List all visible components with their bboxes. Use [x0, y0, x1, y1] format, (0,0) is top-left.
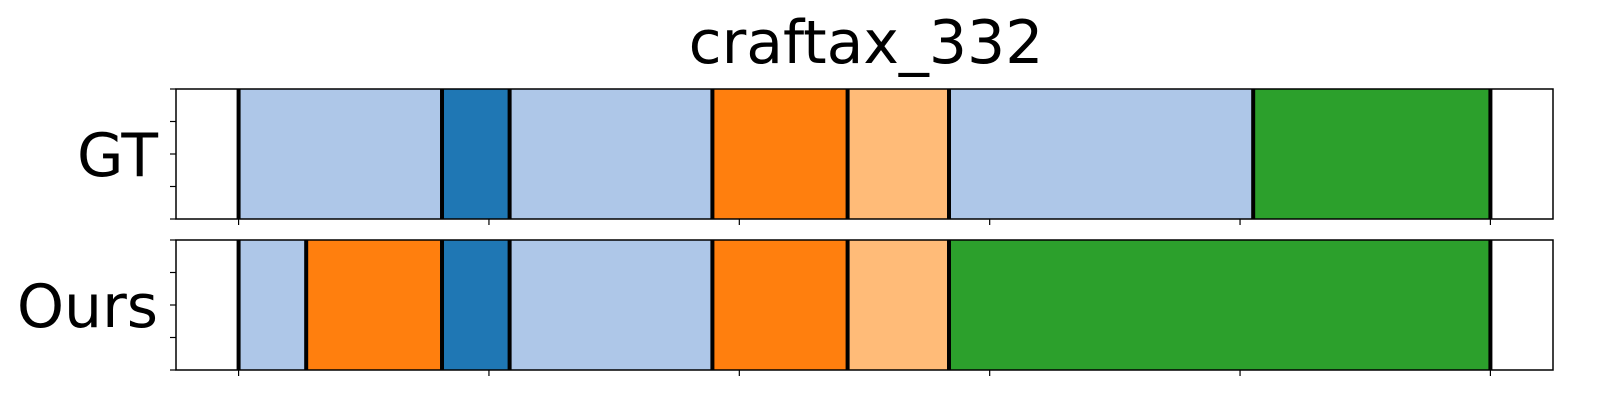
segment [509, 240, 713, 370]
rows-layer: GT Ours [17, 88, 1554, 376]
segment [442, 240, 510, 370]
segment [948, 240, 1491, 370]
segment [1253, 89, 1491, 219]
segment [306, 240, 443, 370]
segment [948, 89, 1254, 219]
segment [238, 89, 443, 219]
segment [712, 240, 848, 370]
chart-title: craftax_332 [689, 8, 1044, 78]
segment [238, 240, 307, 370]
segment [847, 89, 949, 219]
segment [442, 89, 510, 219]
row-ours: Ours [17, 239, 1554, 376]
segment [847, 240, 949, 370]
row-label: GT [77, 121, 158, 191]
row-gt: GT [77, 88, 1554, 225]
segment [509, 89, 713, 219]
row-label: Ours [17, 272, 158, 342]
segment [712, 89, 848, 219]
